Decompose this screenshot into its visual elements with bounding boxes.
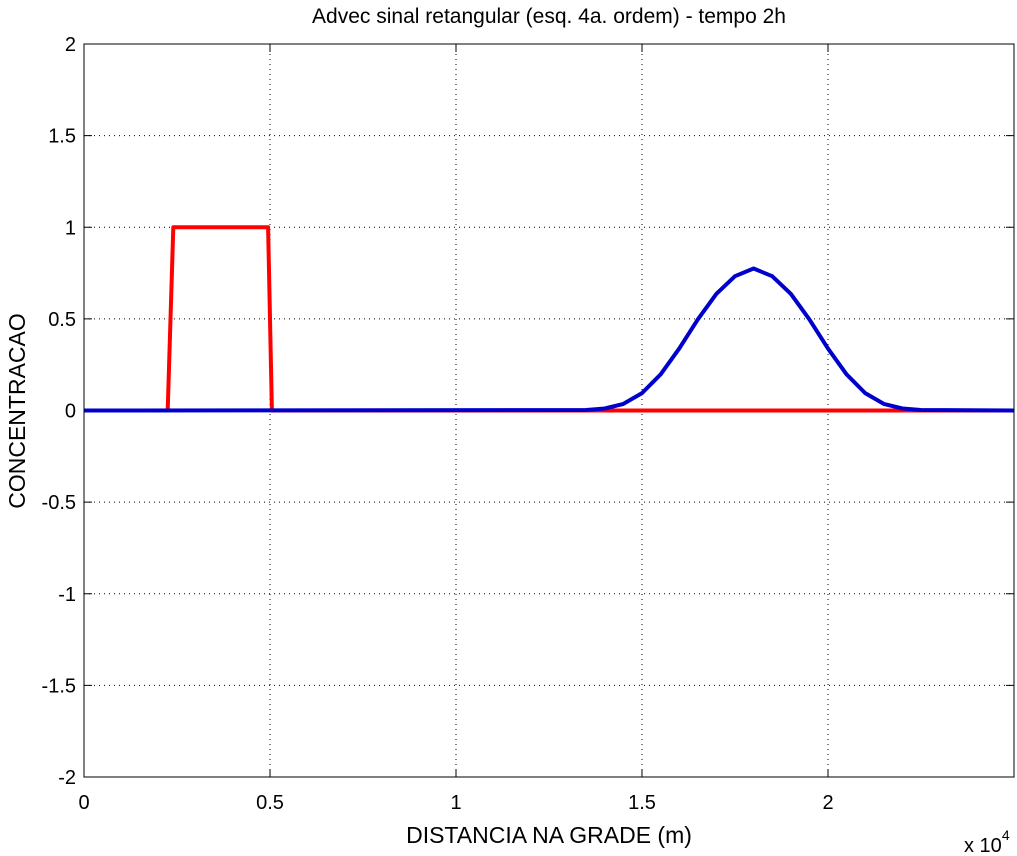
x-tick-label: 0.5 [256, 792, 284, 814]
y-tick-label: 1.5 [48, 126, 76, 148]
y-tick-label: 0.5 [48, 309, 76, 331]
y-tick-label: 0 [65, 401, 76, 423]
chart-title: Advec sinal retangular (esq. 4a. ordem) … [312, 5, 786, 28]
x-multiplier-exponent: 4 [1002, 827, 1010, 843]
x-tick-label: 2 [822, 792, 833, 814]
y-tick-label: -1 [58, 584, 76, 606]
x-multiplier-base: x 10 [964, 835, 1002, 856]
y-tick-label: 1 [65, 217, 76, 239]
x-multiplier: x 104 [964, 827, 1010, 856]
y-tick-label: -2 [58, 767, 76, 789]
y-tick-label: -0.5 [42, 492, 76, 514]
x-axis-label: DISTANCIA NA GRADE (m) [406, 822, 692, 848]
x-tick-label: 1 [450, 792, 461, 814]
y-tick-label: 2 [65, 34, 76, 56]
x-tick-label: 1.5 [628, 792, 656, 814]
series-layer [83, 225, 1015, 413]
y-axis-label: CONCENTRACAO [4, 313, 30, 509]
series-line-2 [83, 266, 1015, 413]
x-tick-label: 0 [78, 792, 89, 814]
y-tick-label: -1.5 [42, 675, 76, 697]
plot-frame [83, 43, 1015, 778]
